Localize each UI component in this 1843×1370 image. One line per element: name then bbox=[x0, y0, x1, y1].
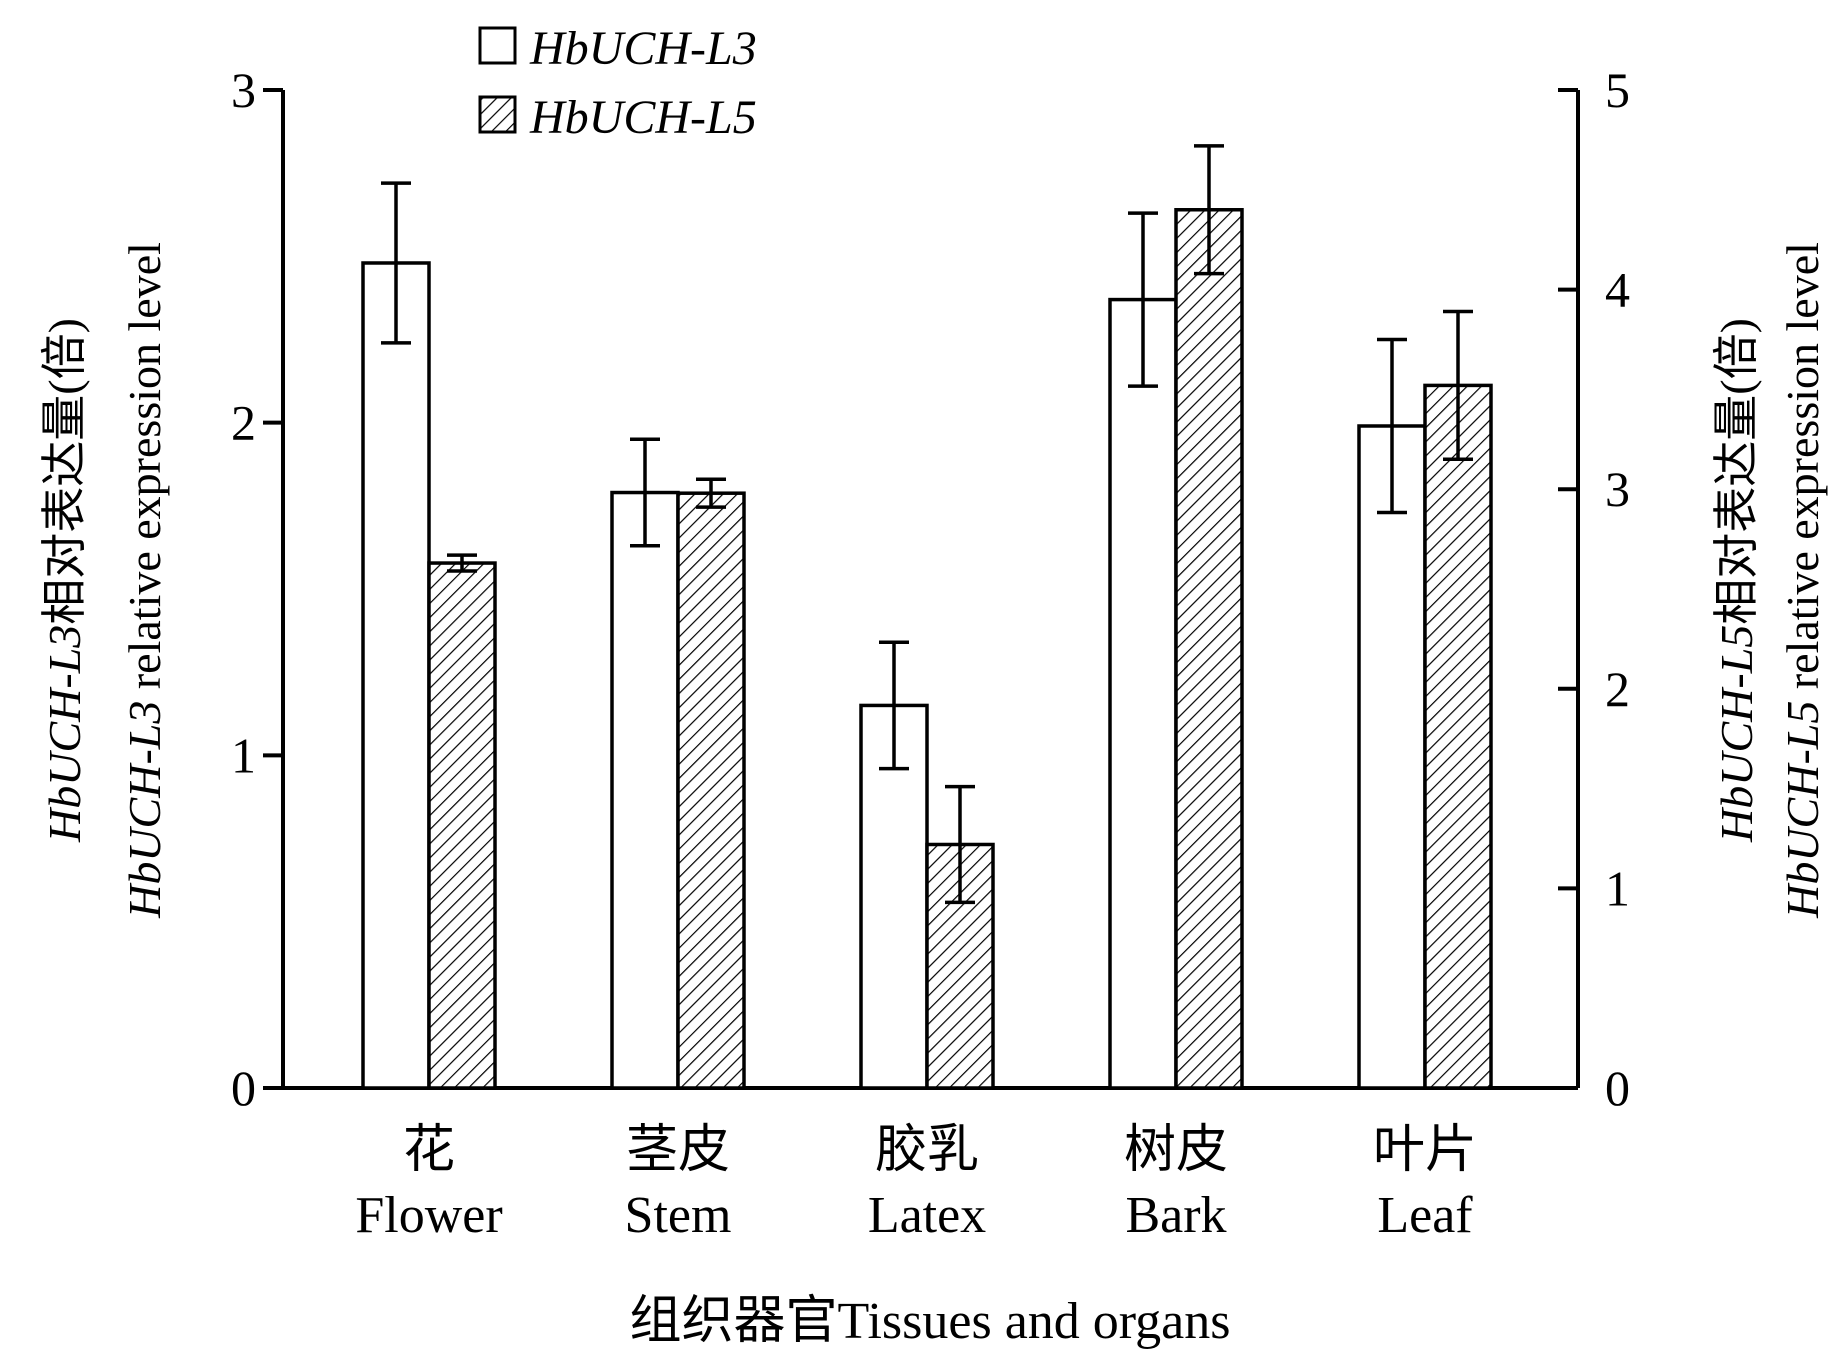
legend-label-l3: HbUCH-L3 bbox=[529, 22, 757, 75]
category-label-en: Latex bbox=[868, 1187, 986, 1244]
category-label-cn: 树皮 bbox=[1124, 1122, 1228, 1179]
right-tick-label: 3 bbox=[1605, 461, 1630, 517]
category-label-cn: 叶片 bbox=[1373, 1122, 1477, 1179]
left-tick-label: 1 bbox=[231, 727, 256, 783]
right-y-axis-title: HbUCH-L5相对表达量(倍) HbUCH-L5 relative expre… bbox=[1711, 242, 1828, 919]
category-label-en: Leaf bbox=[1377, 1187, 1473, 1244]
bar-hbuch-l3-bark bbox=[1108, 297, 1178, 1090]
right-tick-label: 0 bbox=[1605, 1060, 1630, 1116]
category-label-cn: 胶乳 bbox=[875, 1122, 979, 1179]
category-label-en: Stem bbox=[625, 1187, 732, 1244]
legend: HbUCH-L3 HbUCH-L5 bbox=[478, 22, 757, 144]
right-tick-label: 2 bbox=[1605, 661, 1630, 717]
category-label-cn: 茎皮 bbox=[626, 1122, 730, 1179]
legend-swatch-open bbox=[478, 26, 517, 65]
right-tick-label: 5 bbox=[1605, 62, 1630, 118]
left-tick-label: 0 bbox=[231, 1060, 256, 1116]
left-y-title-line1: HbUCH-L3相对表达量(倍) bbox=[39, 318, 90, 843]
right-y-title-line1: HbUCH-L5相对表达量(倍) bbox=[1711, 318, 1762, 843]
legend-swatch-hatched bbox=[478, 95, 517, 134]
left-tick-label: 3 bbox=[231, 62, 256, 118]
bar-hbuch-l5-bark bbox=[1174, 208, 1244, 1090]
right-tick-label: 1 bbox=[1605, 860, 1630, 916]
left-tick-label: 2 bbox=[231, 395, 256, 451]
category-label-cn: 花 bbox=[403, 1122, 455, 1179]
bar-hbuch-l3-leaf bbox=[1357, 424, 1427, 1090]
bar-hbuch-l5-flower bbox=[427, 561, 497, 1090]
legend-label-l5: HbUCH-L5 bbox=[529, 91, 757, 144]
bar-hbuch-l3-stem bbox=[610, 490, 680, 1090]
right-tick-label: 4 bbox=[1605, 262, 1630, 318]
category-label-en: Bark bbox=[1125, 1187, 1226, 1244]
left-y-axis-title: HbUCH-L3相对表达量(倍) HbUCH-L3 relative expre… bbox=[39, 242, 170, 919]
left-y-title-line2: HbUCH-L3 relative expression level bbox=[119, 242, 170, 919]
category-label-en: Flower bbox=[355, 1187, 502, 1244]
bar-hbuch-l5-leaf bbox=[1423, 383, 1493, 1090]
bar-hbuch-l3-flower bbox=[361, 261, 431, 1090]
x-axis-title: 组织器官Tissues and organs bbox=[630, 1293, 1231, 1350]
right-y-title-line2: HbUCH-L5 relative expression level bbox=[1777, 242, 1828, 919]
bar-hbuch-l5-stem bbox=[676, 491, 746, 1090]
